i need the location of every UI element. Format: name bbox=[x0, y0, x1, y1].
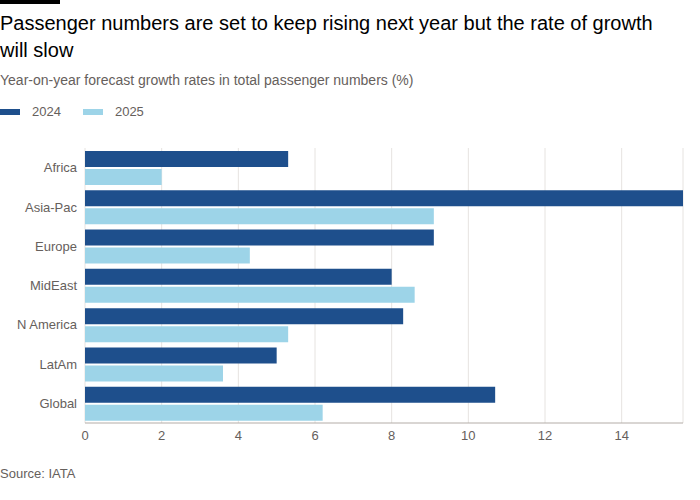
svg-text:12: 12 bbox=[538, 428, 552, 443]
svg-text:10: 10 bbox=[461, 428, 475, 443]
html-text:Year-on-year forecast growth r: Year-on-year forecast growth rates in to… bbox=[0, 72, 414, 88]
svg-text:LatAm: LatAm bbox=[39, 357, 77, 372]
svg-text:4: 4 bbox=[235, 428, 242, 443]
svg-text:MidEast: MidEast bbox=[30, 278, 77, 293]
svg-text:Africa: Africa bbox=[44, 160, 78, 175]
svg-text:14: 14 bbox=[614, 428, 628, 443]
html-text:Passenger numbers are set to k: Passenger numbers are set to keep rising… bbox=[0, 12, 653, 61]
svg-text:8: 8 bbox=[388, 428, 395, 443]
html-text:Source: IATA: Source: IATA bbox=[0, 466, 76, 481]
svg-text:6: 6 bbox=[311, 428, 318, 443]
svg-text:Asia-Pac: Asia-Pac bbox=[25, 200, 78, 215]
html-text:2024: 2024 bbox=[32, 104, 61, 119]
svg-text:2: 2 bbox=[158, 428, 165, 443]
html-text:2025: 2025 bbox=[114, 104, 144, 119]
svg-text:0: 0 bbox=[81, 428, 88, 443]
svg-text:Europe: Europe bbox=[35, 239, 77, 254]
svg-text:Global: Global bbox=[39, 396, 77, 411]
svg-text:N America: N America bbox=[17, 317, 78, 332]
